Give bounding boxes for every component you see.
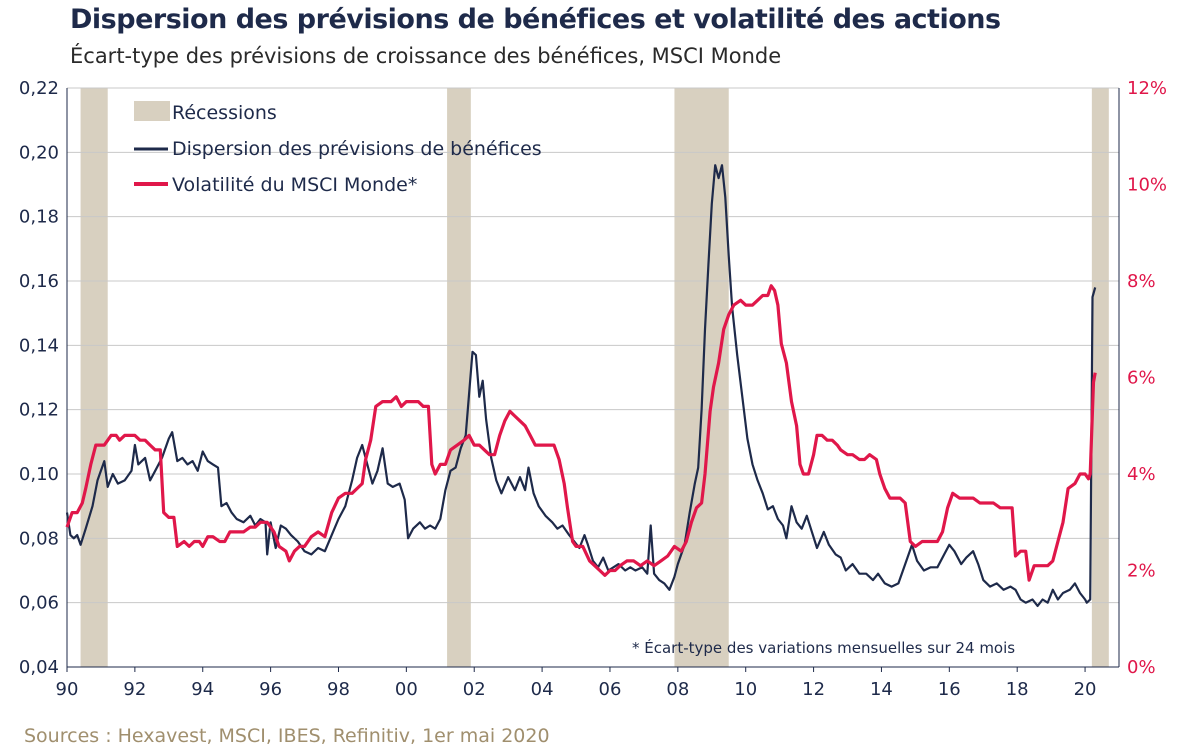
recession-band-3 [1091,88,1109,667]
legend-label-dispersion: Dispersion des prévisions de bénéfices [172,138,542,160]
recession-band-2 [674,88,729,667]
y-left-tick-label: 0,12 [19,400,59,421]
x-tick-label: 04 [531,679,554,700]
x-tick-label: 94 [191,679,214,700]
x-tick-label: 16 [938,679,961,700]
x-tick-label: 14 [870,679,893,700]
gridlines [67,87,1119,604]
legend: Récessions Dispersion des prévisions de … [134,101,542,196]
y-left-tick-label: 0,04 [19,657,59,678]
x-tick-label: 06 [599,679,622,700]
y-right-tick-label: 12% [1127,78,1167,99]
legend-label-volatility: Volatilité du MSCI Monde* [172,174,417,196]
y-right-tick-label: 8% [1127,271,1156,292]
x-tick-label: 00 [395,679,418,700]
x-tick-label: 90 [56,679,79,700]
x-tick-label: 08 [666,679,689,700]
y-right-tick-label: 0% [1127,657,1156,678]
source-note: Sources : Hexavest, MSCI, IBES, Refiniti… [24,725,550,747]
y-right-tick-label: 6% [1127,368,1156,389]
recession-bands [80,88,1109,667]
y-left-tick-label: 0,10 [19,464,59,485]
legend-swatch-recessions [134,101,170,121]
volatility-line [65,284,1097,582]
recession-band-0 [80,88,108,667]
y-left-tick-label: 0,16 [19,271,59,292]
y-left-tick-label: 0,20 [19,142,59,163]
series-lines [65,164,1097,607]
y-right-tick-label: 4% [1127,464,1156,485]
y-left-tick-label: 0,18 [19,207,59,228]
y-right-tick-label: 2% [1127,561,1156,582]
y-left-tick-label: 0,08 [19,528,59,549]
y-left-tick-label: 0,22 [19,78,59,99]
x-tick-label: 98 [327,679,350,700]
chart-subtitle: Écart-type des prévisions de croissance … [70,44,782,68]
y-left-tick-label: 0,06 [19,593,59,614]
x-tick-label: 10 [734,679,757,700]
y-right-tick-label: 10% [1127,175,1167,196]
axes: 0,04 0,06 0,08 0,10 0,12 0,14 0,16 0,18 0,20 0,22… [19,78,1167,700]
x-tick-label: 02 [463,679,486,700]
x-tick-label: 92 [123,679,146,700]
x-tick-label: 20 [1074,679,1097,700]
x-tick-label: 12 [802,679,825,700]
chart-title: Dispersion des prévisions de bénéfices e… [70,4,1001,35]
x-tick-label: 96 [259,679,282,700]
y-left-tick-label: 0,14 [19,335,59,356]
x-tick-label: 18 [1006,679,1029,700]
legend-label-recessions: Récessions [172,102,277,124]
recession-band-1 [447,88,471,667]
footnote: * Écart-type des variations mensuelles s… [632,638,1015,657]
dispersion-line [65,164,1097,607]
